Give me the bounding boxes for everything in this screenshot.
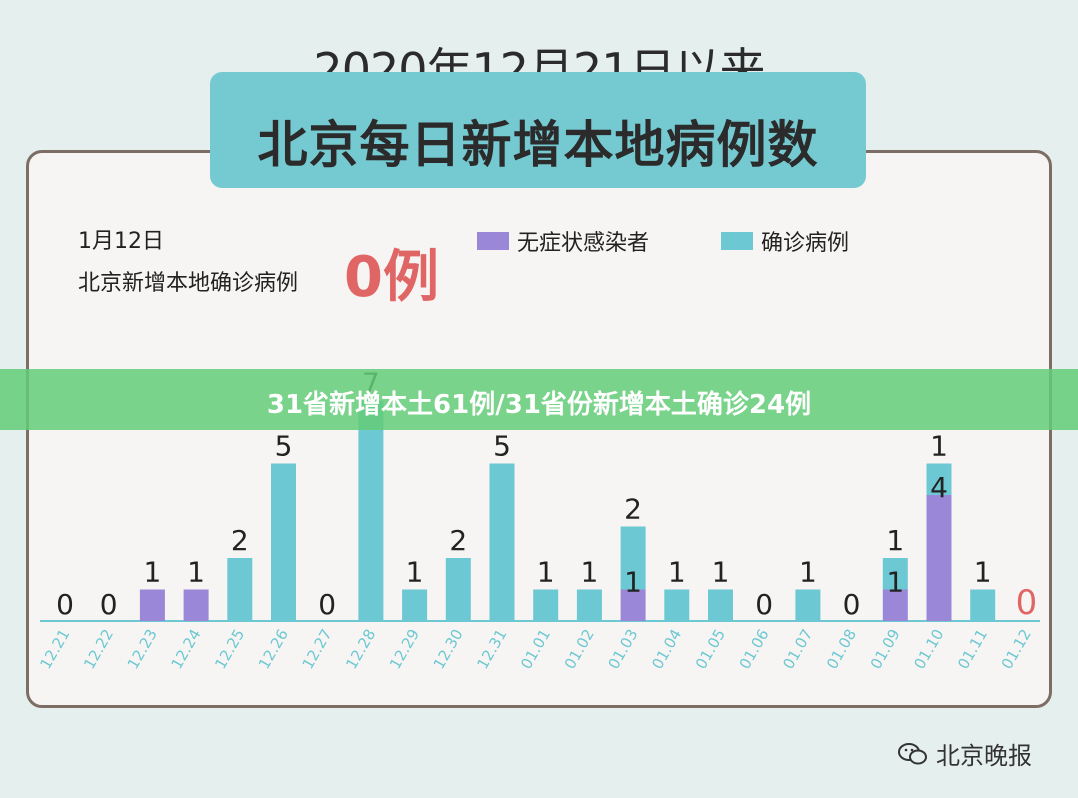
x-tick-01.04: 01.04 — [648, 626, 685, 672]
x-tick-01.01: 01.01 — [517, 626, 554, 672]
data-label-01.05: 1 — [712, 556, 730, 589]
bar-confirmed-01.05 — [708, 589, 733, 621]
data-label-01.07: 1 — [799, 556, 817, 589]
bar-confirmed-01.02 — [576, 589, 602, 621]
data-label-12.26: 5 — [275, 430, 293, 463]
x-tick-01.02: 01.02 — [561, 626, 598, 672]
watermark: 北京晚报 — [898, 736, 1032, 771]
bar-confirmed-01.01 — [533, 589, 559, 621]
bar-confirmed-12.29 — [402, 589, 428, 621]
title-box — [210, 72, 866, 188]
headline-banner-text: 31省新增本土61例/31省份新增本土确诊24例 — [266, 390, 812, 420]
watermark-text: 北京晚报 — [936, 742, 1032, 770]
x-tick-12.27: 12.27 — [299, 626, 336, 672]
note-text: 北京新增本地确诊病例 — [78, 271, 299, 296]
wechat-icon — [898, 742, 927, 764]
x-tick-12.26: 12.26 — [255, 626, 292, 672]
data-label-01.12: 0 — [1016, 583, 1038, 623]
legend-item-confirmed: 确诊病例 — [721, 228, 850, 256]
data-label-12.27: 0 — [318, 588, 336, 621]
bar-confirmed-01.03 — [620, 526, 646, 590]
data-label-01.03-upper: 2 — [624, 493, 642, 526]
x-tick-01.03: 01.03 — [604, 626, 641, 672]
x-tick-01.12: 01.12 — [998, 626, 1035, 672]
x-tick-12.23: 12.23 — [124, 626, 161, 672]
data-label-01.09-lower: 1 — [886, 566, 904, 599]
x-tick-01.06: 01.06 — [736, 626, 773, 672]
bar-confirmed-01.04 — [664, 589, 690, 621]
headline-banner — [0, 369, 1078, 430]
data-label-01.10-lower: 4 — [930, 471, 948, 504]
x-tick-01.07: 01.07 — [779, 626, 816, 672]
data-label-01.03-lower: 1 — [624, 566, 642, 599]
data-label-12.25: 2 — [231, 524, 249, 557]
bar-asymptomatic-01.03 — [620, 589, 646, 621]
bar-confirmed-12.30 — [445, 558, 471, 621]
bar-asymptomatic-12.23 — [139, 589, 165, 621]
note-date: 1月12日 — [78, 229, 164, 254]
bar-asymptomatic-01.09 — [882, 589, 908, 621]
data-label-01.06: 0 — [755, 588, 773, 621]
x-tick-01.09: 01.09 — [867, 626, 904, 672]
data-label-01.04: 1 — [668, 556, 686, 589]
x-tick-12.28: 12.28 — [342, 626, 379, 672]
legend-item-asymptomatic: 无症状感染者 — [477, 228, 650, 256]
note-value: 0例 — [344, 245, 439, 310]
data-label-01.11: 1 — [974, 556, 992, 589]
legend-swatch-asymptomatic — [477, 232, 509, 250]
data-label-01.09-upper: 1 — [886, 524, 904, 557]
data-label-12.22: 0 — [100, 588, 118, 621]
bar-asymptomatic-12.24 — [183, 589, 209, 621]
data-label-01.01: 1 — [537, 556, 555, 589]
x-tick-12.30: 12.30 — [430, 626, 467, 672]
data-label-12.29: 1 — [406, 556, 424, 589]
bar-confirmed-12.26 — [271, 463, 296, 621]
bar-confirmed-01.07 — [795, 589, 821, 621]
legend-swatch-confirmed — [721, 232, 753, 250]
bar-confirmed-12.31 — [489, 463, 515, 621]
bar-confirmed-01.10 — [926, 463, 952, 495]
x-tick-12.31: 12.31 — [473, 626, 510, 672]
data-label-12.23: 1 — [143, 556, 161, 589]
data-label-12.21: 0 — [56, 588, 74, 621]
x-tick-01.05: 01.05 — [692, 626, 729, 672]
bar-confirmed-01.09 — [882, 558, 908, 590]
data-label-01.02: 1 — [580, 556, 598, 589]
x-tick-12.22: 12.22 — [80, 626, 117, 672]
bar-confirmed-12.28 — [358, 400, 384, 621]
x-tick-12.29: 12.29 — [386, 626, 423, 672]
x-tick-01.11: 01.11 — [954, 626, 991, 672]
legend-label-confirmed: 确诊病例 — [761, 231, 850, 256]
bar-confirmed-01.11 — [970, 589, 996, 621]
x-tick-12.25: 12.25 — [211, 626, 248, 672]
x-tick-01.08: 01.08 — [823, 626, 860, 672]
bar-confirmed-12.25 — [227, 558, 253, 621]
data-label-01.08: 0 — [843, 588, 861, 621]
x-tick-12.24: 12.24 — [167, 626, 204, 672]
bar-asymptomatic-01.10 — [926, 495, 952, 621]
data-label-12.31: 5 — [493, 430, 511, 463]
data-label-01.10-upper: 1 — [930, 430, 948, 463]
data-label-12.30: 2 — [449, 524, 467, 557]
legend-label-asymptomatic: 无症状感染者 — [517, 231, 650, 256]
x-tick-01.10: 01.10 — [910, 626, 947, 672]
title-line2: 北京每日新增本地病例数 — [257, 116, 819, 174]
data-label-12.24: 1 — [187, 556, 205, 589]
x-tick-12.21: 12.21 — [36, 626, 73, 672]
